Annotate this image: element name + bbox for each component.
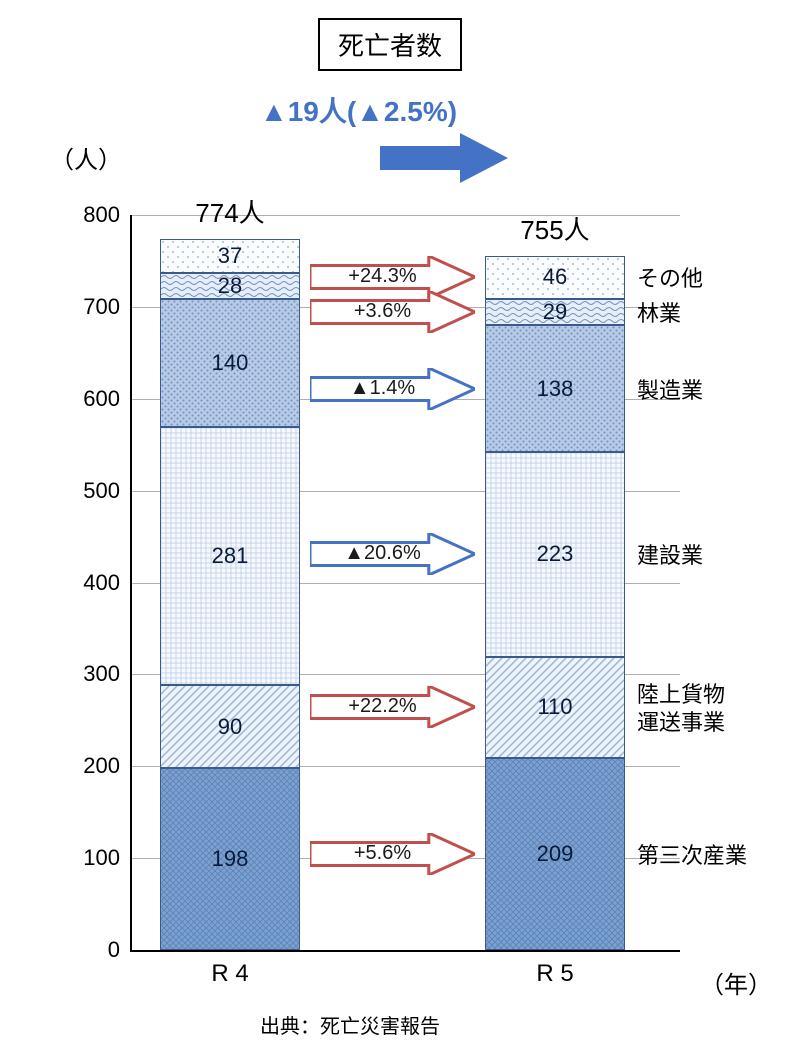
bar-segment-other	[160, 239, 300, 273]
x-category-label: R 5	[485, 960, 625, 988]
change-percent: +22.2%	[310, 695, 455, 718]
change-percent: +5.6%	[310, 842, 455, 865]
chart-title: 死亡者数	[338, 31, 442, 61]
category-label-manufacturing: 製造業	[637, 377, 703, 405]
y-axis	[130, 215, 132, 950]
category-label-tertiary: 第三次産業	[637, 842, 747, 870]
y-tick-label: 300	[60, 661, 120, 687]
y-tick-label: 500	[60, 478, 120, 504]
y-tick-label: 600	[60, 386, 120, 412]
bar-segment-land_freight	[160, 685, 300, 768]
bar-segment-construction	[485, 452, 625, 657]
y-tick-label: 700	[60, 294, 120, 320]
chart-title-box: 死亡者数	[318, 18, 462, 71]
change-percent: ▲1.4%	[310, 377, 455, 400]
category-label-other: その他	[637, 265, 703, 293]
bar-segment-construction	[160, 427, 300, 685]
bar-segment-tertiary	[160, 768, 300, 950]
bar-total-label: 755人	[475, 210, 635, 247]
change-percent: ▲20.6%	[310, 542, 455, 565]
change-percent: +3.6%	[310, 300, 455, 323]
bar-segment-manufacturing	[485, 325, 625, 452]
y-tick-label: 200	[60, 753, 120, 779]
category-label-forestry: 林業	[637, 300, 681, 328]
x-category-label: R 4	[160, 960, 300, 988]
bar-total-label: 774人	[150, 193, 310, 230]
x-axis-label: （年）	[700, 965, 772, 1000]
bar-segment-other	[485, 256, 625, 298]
y-tick-label: 800	[60, 202, 120, 228]
chart-stage: 死亡者数 ▲19人(▲2.5%) （人） （年） 出典：死亡災害報告	[0, 0, 800, 1050]
category-label-construction: 建設業	[637, 542, 703, 570]
y-tick-label: 100	[60, 845, 120, 871]
bar-segment-tertiary	[485, 758, 625, 950]
delta-summary: ▲19人(▲2.5%)	[260, 90, 457, 130]
total-change-arrow-icon	[380, 128, 510, 188]
change-percent: +24.3%	[310, 265, 455, 288]
y-tick-label: 0	[60, 937, 120, 963]
category-label-land_freight: 陸上貨物運送事業	[637, 681, 725, 736]
bar-segment-forestry	[160, 273, 300, 299]
bar-segment-forestry	[485, 299, 625, 326]
x-axis	[130, 950, 680, 952]
y-axis-label: （人）	[50, 140, 122, 175]
bar-segment-manufacturing	[160, 299, 300, 428]
y-tick-label: 400	[60, 570, 120, 596]
source-text: 出典：死亡災害報告	[260, 1010, 440, 1039]
bar-segment-land_freight	[485, 657, 625, 758]
